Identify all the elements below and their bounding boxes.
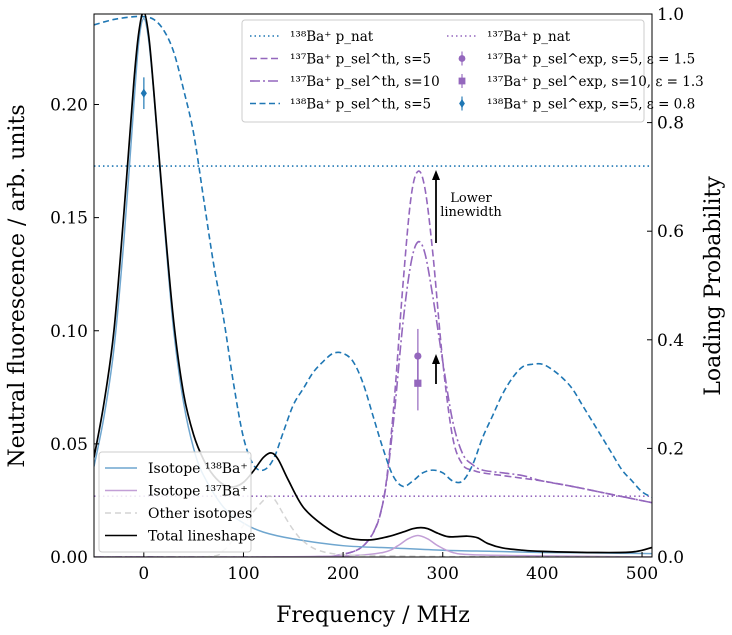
y-right-axis-ticks: 0.0 0.2 0.4 0.6 0.8 1.0 — [647, 5, 684, 568]
y-right-tick-label: 0.2 — [657, 439, 684, 459]
legend-entry-ba-p-sel-exp-s-5-1-5: ¹³⁷Ba⁺ p_sel^exp, s=5, ε = 1.5 — [458, 51, 695, 68]
legend-left: Isotope ¹³⁸Ba⁺ Isotope ¹³⁷Ba⁺ Other isotop… — [98, 451, 256, 553]
errorbar-ba-p-sel-exp-s-10-1-3 — [414, 356, 422, 411]
legend-entry-ba-p-sel-th-s-10: ¹³⁷Ba⁺ p_sel^th, s=10 — [250, 74, 440, 90]
svg-text:¹³⁷Ba⁺ p_sel^th, s=10: ¹³⁷Ba⁺ p_sel^th, s=10 — [290, 74, 440, 90]
y-left-axis-title: Neutral fluorescence / arb. units — [5, 104, 30, 467]
x-axis-ticks: 0 100 200 300 400 500 — [138, 552, 658, 584]
svg-text:Isotope ¹³⁸Ba⁺: Isotope ¹³⁸Ba⁺ — [148, 461, 248, 477]
svg-text:¹³⁸Ba⁺ p_sel^exp, s=5, ε = 0.8: ¹³⁸Ba⁺ p_sel^exp, s=5, ε = 0.8 — [487, 97, 695, 113]
y-right-axis-title: Loading Probability — [701, 176, 726, 396]
legend-entry-other-isotopes: Other isotopes — [105, 506, 252, 522]
x-tick-label: 0 — [138, 564, 149, 584]
svg-text:¹³⁷Ba⁺ p_sel^exp, s=10, ε = 1.: ¹³⁷Ba⁺ p_sel^exp, s=10, ε = 1.3 — [487, 74, 704, 90]
plot-frame — [93, 13, 653, 558]
x-axis-title: Frequency / MHz — [276, 603, 470, 628]
svg-text:¹³⁸Ba⁺ p_sel^th, s=5: ¹³⁸Ba⁺ p_sel^th, s=5 — [290, 97, 431, 113]
legend-left-box — [98, 451, 252, 553]
y-left-axis-ticks: 0.00 0.05 0.10 0.15 0.20 — [50, 96, 99, 568]
y-right-tick-label: 0.4 — [657, 331, 684, 351]
svg-text:Total lineshape: Total lineshape — [148, 529, 256, 545]
y-left-tick-label: 0.15 — [50, 209, 88, 229]
errorbar-ba-p-sel-exp-s-5-0-8 — [140, 77, 147, 110]
svg-text:¹³⁷Ba⁺ p_nat: ¹³⁷Ba⁺ p_nat — [487, 29, 571, 45]
series-isotope-ba — [94, 17, 652, 555]
x-tick-label: 200 — [327, 564, 359, 584]
legend-entry-isotope-ba: Isotope ¹³⁷Ba⁺ — [105, 484, 248, 500]
legend-entry-ba-p-sel-th-s-5: ¹³⁸Ba⁺ p_sel^th, s=5 — [250, 97, 431, 113]
legend-right-box — [241, 19, 645, 123]
series-ba-p-sel-th-s-5 — [94, 15, 652, 498]
series-total-lineshape — [94, 14, 652, 554]
y-left-tick-label: 0.10 — [50, 322, 88, 342]
y-right-tick-label: 0.8 — [657, 114, 684, 134]
legend-entry-ba-p-nat: ¹³⁸Ba⁺ p_nat — [250, 29, 374, 45]
x-tick-label: 500 — [626, 564, 658, 584]
annotation-arrows — [432, 170, 440, 384]
legend-entry-ba-p-sel-exp-s-10-1-3: ¹³⁷Ba⁺ p_sel^exp, s=10, ε = 1.3 — [458, 74, 704, 90]
annotation-line-1: Lower — [450, 191, 492, 206]
y-left-tick-label: 0.20 — [50, 96, 88, 116]
svg-text:Other isotopes: Other isotopes — [148, 506, 252, 522]
legend-entry-ba-p-sel-exp-s-5-0-8: ¹³⁸Ba⁺ p_sel^exp, s=5, ε = 0.8 — [459, 96, 695, 113]
y-right-tick-label: 0.6 — [657, 222, 684, 242]
x-tick-label: 400 — [526, 564, 558, 584]
legend-entry-ba-p-nat: ¹³⁷Ba⁺ p_nat — [447, 29, 571, 45]
legend-entry-isotope-ba: Isotope ¹³⁸Ba⁺ — [105, 461, 248, 477]
y-right-tick-label: 1.0 — [657, 5, 684, 25]
svg-text:¹³⁸Ba⁺ p_nat: ¹³⁸Ba⁺ p_nat — [290, 29, 374, 45]
annotation-line-2: linewidth — [440, 205, 502, 220]
svg-text:¹³⁷Ba⁺ p_sel^exp, s=5, ε = 1.5: ¹³⁷Ba⁺ p_sel^exp, s=5, ε = 1.5 — [487, 52, 695, 68]
y-left-tick-label: 0.00 — [50, 548, 88, 568]
legend-right: ¹³⁸Ba⁺ p_nat ¹³⁷Ba⁺ p_sel^th, s=5 ¹³⁷Ba⁺ p… — [241, 19, 704, 123]
legend-entry-ba-p-sel-th-s-5: ¹³⁷Ba⁺ p_sel^th, s=5 — [250, 52, 431, 68]
plot-markers — [140, 77, 422, 411]
x-tick-label: 100 — [227, 564, 259, 584]
x-tick-label: 300 — [427, 564, 459, 584]
legend-entry-total-lineshape: Total lineshape — [105, 529, 256, 545]
svg-text:¹³⁷Ba⁺ p_sel^th, s=5: ¹³⁷Ba⁺ p_sel^th, s=5 — [290, 52, 431, 68]
y-right-tick-label: 0.0 — [657, 548, 684, 568]
svg-text:Isotope ¹³⁷Ba⁺: Isotope ¹³⁷Ba⁺ — [148, 484, 248, 500]
y-left-tick-label: 0.05 — [50, 435, 88, 455]
